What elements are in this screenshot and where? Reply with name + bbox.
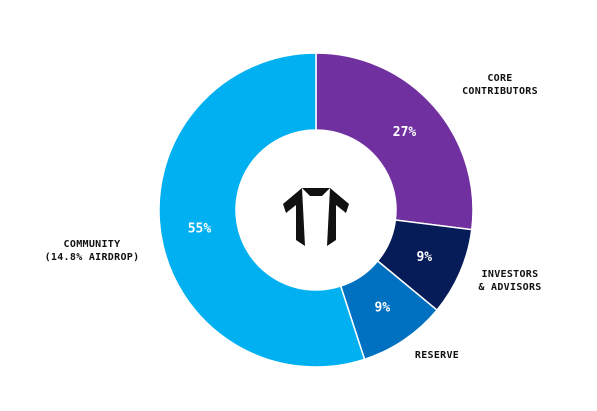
slice-value-label: 9% — [416, 250, 432, 265]
slice-category-label-line: RESERVE — [415, 350, 459, 361]
slice-category-label-line: CORE — [487, 73, 512, 84]
slice-category-label-line: INVESTORS — [482, 269, 539, 280]
slice-category-label: COMMUNITY (14.8% AIRDROP) — [45, 239, 140, 263]
arrow-joint-shape — [302, 188, 330, 196]
category-labels-group: CORE CONTRIBUTORS INVESTORS & ADVISORS RESER… — [45, 73, 542, 361]
center-hole — [236, 130, 396, 290]
value-labels-group: 27% 9% 9% 55% — [188, 125, 433, 316]
slice-category-label: INVESTORS & ADVISORS — [478, 269, 541, 293]
slices-group — [158, 52, 474, 368]
slice-value-label: 9% — [374, 301, 390, 316]
slice-category-label-line: COMMUNITY — [64, 239, 121, 250]
slice-value-label: 27% — [393, 125, 417, 140]
slice-category-label-line: (14.8% AIRDROP) — [45, 252, 140, 263]
slice-category-label-line: CONTRIBUTORS — [462, 86, 538, 97]
left-arrow-shape — [283, 188, 305, 246]
slice-category-label: RESERVE — [415, 350, 459, 361]
slice-category-label-line: & ADVISORS — [478, 282, 541, 293]
slice-category-label: CORE CONTRIBUTORS — [462, 73, 538, 97]
double-arrow-logo-icon — [283, 188, 349, 246]
right-arrow-shape — [327, 188, 349, 246]
slice-value-label: 55% — [188, 221, 212, 236]
